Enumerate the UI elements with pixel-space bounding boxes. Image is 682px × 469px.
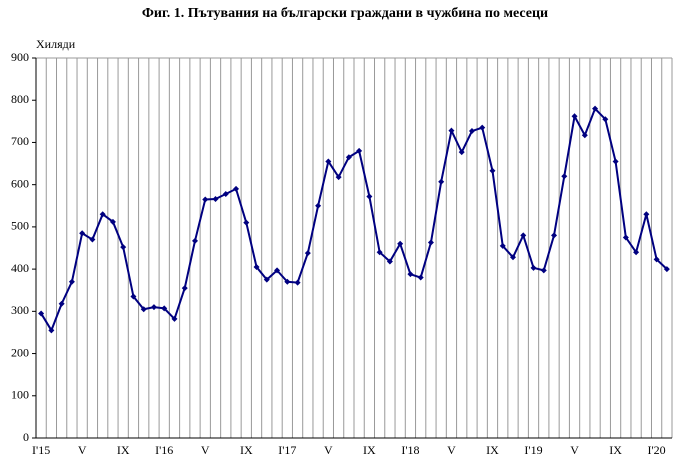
data-point — [212, 196, 219, 203]
data-point — [274, 267, 281, 274]
data-point — [171, 315, 178, 322]
y-tick-label: 300 — [11, 303, 29, 317]
data-point — [438, 178, 445, 185]
data-point — [315, 202, 322, 209]
data-point — [161, 305, 168, 312]
data-point — [540, 267, 547, 274]
y-tick-label: 200 — [11, 345, 29, 359]
x-tick-label: I'16 — [155, 443, 173, 457]
data-point — [99, 211, 106, 218]
data-point — [530, 264, 537, 271]
x-tick-label: IX — [609, 443, 622, 457]
data-point — [192, 237, 198, 244]
y-tick-label: 100 — [11, 388, 29, 402]
data-point — [602, 116, 609, 123]
y-tick-label: 900 — [11, 50, 29, 64]
data-point — [284, 278, 291, 285]
data-point — [345, 154, 352, 161]
data-point — [653, 256, 660, 263]
data-point — [294, 279, 301, 286]
data-point — [592, 105, 599, 112]
data-point — [386, 258, 393, 265]
data-point — [612, 158, 619, 165]
data-point — [253, 264, 260, 270]
y-axis-label: Хиляди — [36, 37, 76, 51]
data-point — [468, 128, 475, 135]
data-point — [458, 149, 465, 156]
data-point — [561, 173, 568, 180]
data-point — [140, 306, 147, 313]
data-point — [150, 304, 157, 311]
y-tick-label: 600 — [11, 176, 29, 190]
data-point — [551, 232, 558, 239]
data-point — [571, 113, 578, 120]
data-point — [479, 124, 486, 131]
data-point — [366, 193, 373, 200]
x-tick-label: V — [78, 443, 87, 457]
x-tick-label: V — [570, 443, 579, 457]
data-point — [130, 293, 137, 300]
data-point — [120, 244, 127, 251]
data-point — [407, 271, 414, 278]
y-tick-label: 700 — [11, 134, 29, 148]
data-point — [499, 242, 506, 249]
data-point — [356, 147, 363, 154]
x-tick-label: V — [201, 443, 210, 457]
x-tick-label: I'19 — [524, 443, 542, 457]
data-point — [581, 132, 588, 139]
y-tick-label: 0 — [23, 430, 29, 444]
data-point — [489, 167, 496, 174]
data-point — [335, 174, 342, 181]
y-tick-label: 800 — [11, 92, 29, 106]
data-point — [510, 254, 516, 261]
data-point — [68, 278, 75, 285]
data-point — [663, 266, 670, 273]
x-tick-label: IX — [486, 443, 499, 457]
data-point — [520, 232, 527, 239]
data-point — [304, 250, 311, 257]
data-point — [109, 218, 116, 225]
data-point — [202, 196, 209, 203]
x-tick-label: V — [324, 443, 333, 457]
x-tick-label: V — [447, 443, 456, 457]
data-point — [643, 211, 650, 218]
x-tick-label: IX — [363, 443, 376, 457]
x-tick-label: I'20 — [648, 443, 666, 457]
x-tick-label: I'17 — [278, 443, 296, 457]
data-point — [427, 239, 434, 246]
data-point — [58, 300, 65, 307]
data-point — [233, 185, 240, 192]
data-point — [89, 236, 96, 243]
chart-title: Фиг. 1. Пътувания на български граждани … — [142, 6, 548, 21]
data-point — [633, 249, 640, 256]
data-point — [376, 249, 383, 256]
data-point — [417, 274, 424, 281]
data-point — [243, 219, 250, 226]
data-point — [48, 327, 55, 334]
x-tick-label: I'15 — [32, 443, 50, 457]
data-point — [622, 234, 629, 241]
data-point — [325, 158, 332, 165]
y-tick-label: 500 — [11, 219, 29, 233]
data-point — [181, 285, 188, 292]
x-tick-label: IX — [240, 443, 253, 457]
data-point — [222, 190, 229, 197]
x-tick-label: IX — [117, 443, 130, 457]
x-tick-label: I'18 — [401, 443, 419, 457]
y-tick-label: 400 — [11, 261, 29, 275]
data-point — [79, 230, 86, 237]
data-point — [38, 310, 45, 317]
data-point — [397, 240, 404, 247]
data-point — [263, 276, 270, 283]
data-point — [448, 127, 455, 134]
